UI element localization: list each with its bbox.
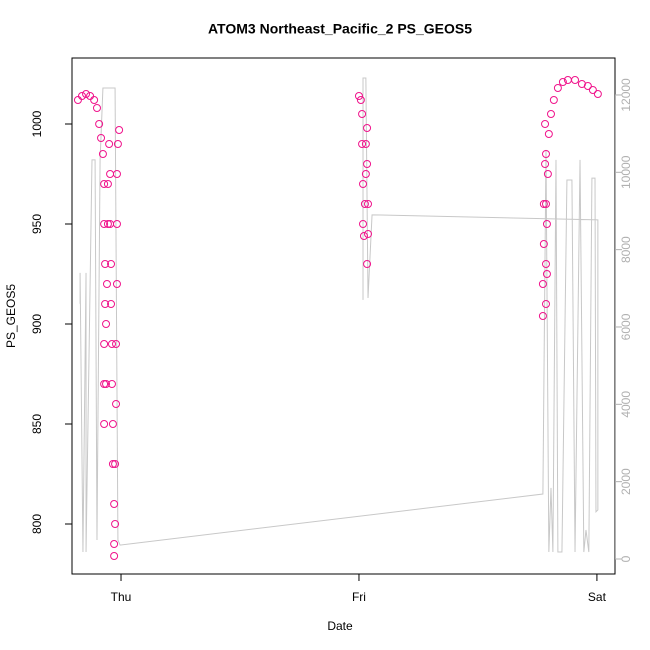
data-point: [97, 134, 106, 142]
data-point: [98, 150, 107, 158]
data-point: [541, 120, 550, 128]
data-point: [103, 220, 112, 228]
y-tick-label: 1000: [30, 110, 44, 137]
data-point: [363, 260, 372, 268]
data-point: [546, 110, 555, 118]
data-point: [577, 80, 586, 88]
data-point: [542, 270, 551, 278]
data-point: [541, 200, 550, 208]
data-point: [364, 230, 373, 238]
y2-tick-label: 6000: [619, 313, 633, 340]
data-point: [112, 170, 121, 178]
data-point: [358, 110, 367, 118]
data-point: [544, 130, 553, 138]
data-point: [363, 124, 372, 132]
data-point: [359, 220, 368, 228]
data-point: [588, 86, 597, 94]
data-point: [101, 300, 110, 308]
data-point: [105, 140, 114, 148]
data-point: [92, 104, 101, 112]
data-point: [77, 92, 86, 100]
data-point: [112, 340, 121, 348]
data-point: [541, 300, 550, 308]
altitude-line: [79, 77, 599, 553]
data-point: [100, 180, 109, 188]
data-point: [361, 140, 370, 148]
x-tick-label: Sat: [588, 590, 607, 604]
data-point: [73, 96, 82, 104]
data-point: [538, 312, 547, 320]
data-point: [111, 520, 120, 528]
data-point: [549, 96, 558, 104]
data-point: [111, 460, 120, 468]
data-point: [538, 280, 547, 288]
y-tick-label: 850: [30, 414, 44, 434]
data-point: [110, 552, 119, 560]
y2-tick-label: 12000: [619, 78, 633, 112]
data-point: [110, 500, 119, 508]
x-tick-label: Thu: [111, 590, 132, 604]
x-tick-label: Fri: [352, 590, 366, 604]
y2-tick-label: 10000: [619, 155, 633, 189]
data-point: [361, 170, 370, 178]
data-point: [107, 380, 116, 388]
data-point: [358, 140, 367, 148]
x-axis-label: Date: [327, 619, 353, 633]
data-point: [354, 92, 363, 100]
data-point: [100, 220, 109, 228]
data-point: [553, 84, 562, 92]
data-point: [100, 420, 109, 428]
data-point: [558, 78, 567, 86]
y-tick-label: 950: [30, 214, 44, 234]
data-point: [541, 260, 550, 268]
data-point: [106, 170, 115, 178]
y2-tick-label: 4000: [619, 391, 633, 418]
data-point: [108, 420, 117, 428]
data-point: [356, 96, 365, 104]
data-point: [543, 170, 552, 178]
data-point: [542, 220, 551, 228]
data-point: [539, 200, 548, 208]
data-point: [541, 150, 550, 158]
data-point: [101, 260, 110, 268]
plot-box: [71, 57, 616, 575]
data-point: [107, 260, 116, 268]
data-point: [115, 126, 124, 134]
data-point: [112, 220, 121, 228]
data-point: [90, 96, 99, 104]
y2-tick-label: 0: [619, 555, 633, 562]
chart-title: ATOM3 Northeast_Pacific_2 PS_GEOS5: [208, 21, 472, 37]
data-point: [107, 300, 116, 308]
data-point: [95, 120, 104, 128]
data-point: [102, 280, 111, 288]
y2-tick-label: 2000: [619, 468, 633, 495]
data-point: [102, 320, 111, 328]
data-point: [364, 200, 373, 208]
y-axis-label: PS_GEOS5: [4, 284, 18, 348]
data-point: [539, 240, 548, 248]
data-point: [583, 82, 592, 90]
data-point: [100, 340, 109, 348]
data-point: [107, 340, 116, 348]
data-point: [360, 200, 369, 208]
data-point: [363, 160, 372, 168]
data-point: [113, 140, 122, 148]
data-point: [593, 90, 602, 98]
y-tick-label: 900: [30, 314, 44, 334]
data-point: [112, 280, 121, 288]
data-point: [359, 180, 368, 188]
data-point: [359, 232, 368, 240]
data-point: [541, 160, 550, 168]
data-point: [86, 92, 95, 100]
data-point: [571, 76, 580, 84]
y2-tick-label: 8000: [619, 236, 633, 263]
data-point: [102, 380, 111, 388]
data-point: [112, 400, 121, 408]
data-point: [110, 540, 119, 548]
data-point: [103, 180, 112, 188]
y-tick-label: 800: [30, 514, 44, 534]
data-point: [82, 90, 91, 98]
data-point: [108, 460, 117, 468]
